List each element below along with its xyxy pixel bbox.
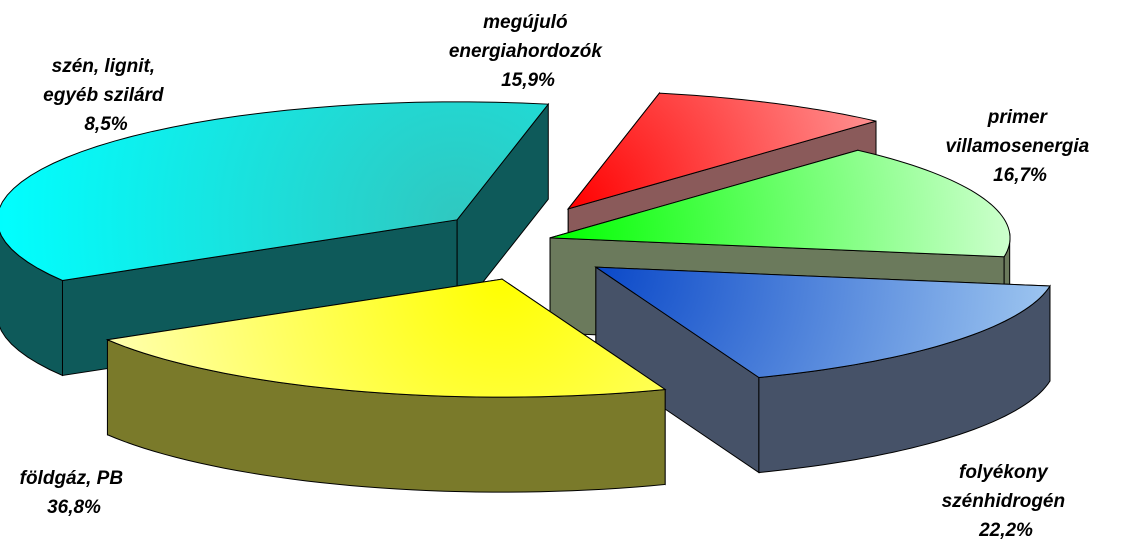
- slice-top: [0, 101, 550, 281]
- slice-top: [594, 266, 1051, 379]
- slice-label-natural-gas: földgáz, PB 36,8%: [20, 468, 129, 518]
- slice-top: [566, 92, 877, 210]
- label-line: szénhidrogén: [942, 491, 1066, 512]
- value-label: 22,2%: [978, 520, 1033, 541]
- value-label: 15,9%: [501, 70, 555, 91]
- pie-labels: megújuló energiahordozók 15,9% primer vi…: [20, 12, 1095, 541]
- label-line: szén, lignit,: [52, 56, 155, 77]
- label-line: folyékony: [959, 462, 1049, 483]
- value-label: 8,5%: [84, 114, 127, 135]
- pie-slices: [0, 91, 1051, 493]
- slice-label-renewables: megújuló energiahordozók 15,9%: [449, 12, 607, 91]
- slice-top: [549, 149, 1011, 258]
- slice-label-liquid-hydrocarbons: folyékony szénhidrogén 22,2%: [942, 462, 1071, 541]
- pie-slice-liquid-hydrocarbons: [105, 278, 667, 493]
- value-label: 16,7%: [993, 165, 1047, 186]
- pie-slice-natural-gas: [0, 101, 550, 377]
- label-line: energiahordozók: [449, 41, 604, 62]
- label-line: földgáz, PB: [20, 468, 124, 489]
- label-line: egyéb szilárd: [43, 85, 164, 106]
- slice-label-electricity: primer villamosenergia 16,7%: [946, 107, 1095, 186]
- pie-slice-electricity: [594, 266, 1051, 474]
- label-line: villamosenergia: [946, 136, 1090, 157]
- label-line: megújuló: [483, 12, 567, 33]
- slice-top: [105, 278, 667, 398]
- value-label: 36,8%: [47, 497, 101, 518]
- slice-label-coal: szén, lignit, egyéb szilárd 8,5%: [43, 56, 169, 135]
- label-line: primer: [987, 107, 1049, 128]
